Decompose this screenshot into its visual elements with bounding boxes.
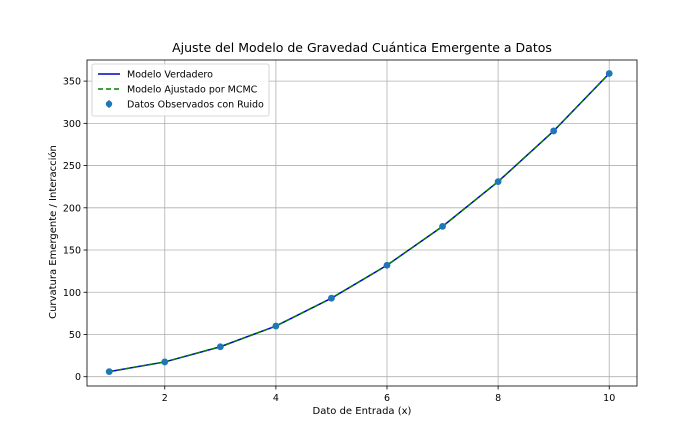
plot-series	[105, 70, 613, 376]
legend-label-1: Modelo Ajustado por MCMC	[127, 85, 258, 96]
data-point	[105, 368, 113, 376]
data-point	[328, 294, 335, 302]
data-point	[605, 70, 613, 77]
plot-frame	[86, 59, 638, 387]
chart-title: Ajuste del Modelo de Gravedad Cuántica E…	[172, 40, 552, 55]
legend-box	[91, 63, 270, 117]
data-point	[550, 127, 558, 135]
data-point	[216, 343, 224, 351]
y-tick-label: 200	[63, 203, 81, 214]
y-tick-label: 250	[63, 161, 81, 172]
y-axis-label: Curvatura Emergente / Interacción	[47, 145, 59, 319]
legend-label-2: Datos Observados con Ruido	[127, 100, 264, 111]
y-tick-label: 150	[63, 246, 81, 257]
x-tick-label: 4	[273, 393, 279, 404]
legend: Modelo Verdadero Modelo Ajustado por MCMC…	[91, 63, 270, 117]
y-tick-label: 100	[63, 288, 81, 299]
x-axis-label: Dato de Entrada (x)	[313, 406, 412, 417]
y-tick-label: 300	[63, 119, 81, 130]
series-line-0	[109, 72, 610, 373]
y-tick-label: 350	[63, 77, 81, 88]
data-point	[439, 222, 446, 230]
series-line-1	[109, 72, 610, 373]
data-point	[494, 178, 502, 186]
legend-swatch-2	[105, 100, 113, 108]
data-point	[383, 261, 391, 269]
data-point	[272, 322, 280, 330]
y-tick-label: 0	[75, 372, 81, 383]
legend-label-0: Modelo Verdadero	[127, 70, 213, 81]
y-tick-label: 50	[69, 330, 81, 341]
grid-lines	[87, 60, 637, 386]
x-tick-label: 2	[162, 393, 168, 404]
x-tick-label: 6	[384, 393, 390, 404]
data-point	[161, 358, 169, 366]
x-tick-label: 10	[603, 393, 615, 404]
x-tick-label: 8	[495, 393, 501, 404]
